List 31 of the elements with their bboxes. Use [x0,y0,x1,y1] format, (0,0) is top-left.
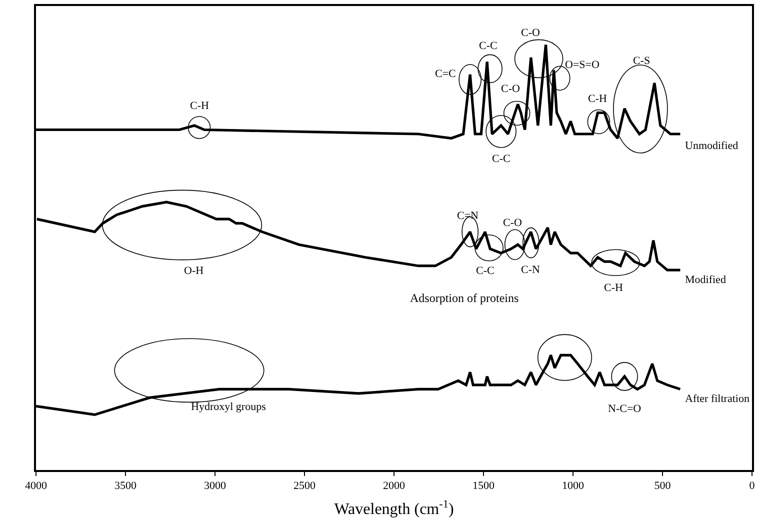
series-label: Modified [685,274,726,286]
annotation: C=C [435,68,456,80]
annotation: Hydroxyl groups [191,401,266,413]
annotation: C-C [479,40,498,52]
x-tick-label: 3000 [204,480,226,492]
annotation: C-N [521,264,540,276]
annotation: C=N [457,210,479,222]
x-tick-label: 500 [654,480,672,492]
x-tick-label: 2500 [294,480,316,492]
annotation: C-H [588,93,607,105]
x-axis-title: Wavelength (cm$^{-1}$) [334,498,454,518]
annotation: C-H [190,100,209,112]
annotation: C-O [501,83,520,95]
series-label: Unmodified [685,140,739,152]
annotation: Adsorption of proteins [410,291,519,305]
annotation: C-O [521,27,540,39]
annotation: C-S [633,55,650,67]
x-tick-label: 2000 [383,480,406,492]
series-label: After filtration [685,393,750,405]
annotation: C-O [503,217,522,229]
annotation: C-H [604,282,623,294]
x-tick-label: 1000 [562,480,584,492]
annotation: O-H [184,265,204,277]
annotation: N-C=O [608,403,642,415]
annotation: C-C [492,153,510,165]
x-tick-label: 3500 [114,480,137,492]
x-tick-label: 0 [749,480,756,492]
annotation: O=S=O [565,59,600,71]
x-tick-label: 1500 [472,480,495,492]
x-tick-label: 4000 [25,480,48,492]
annotation: C-C [476,265,494,277]
